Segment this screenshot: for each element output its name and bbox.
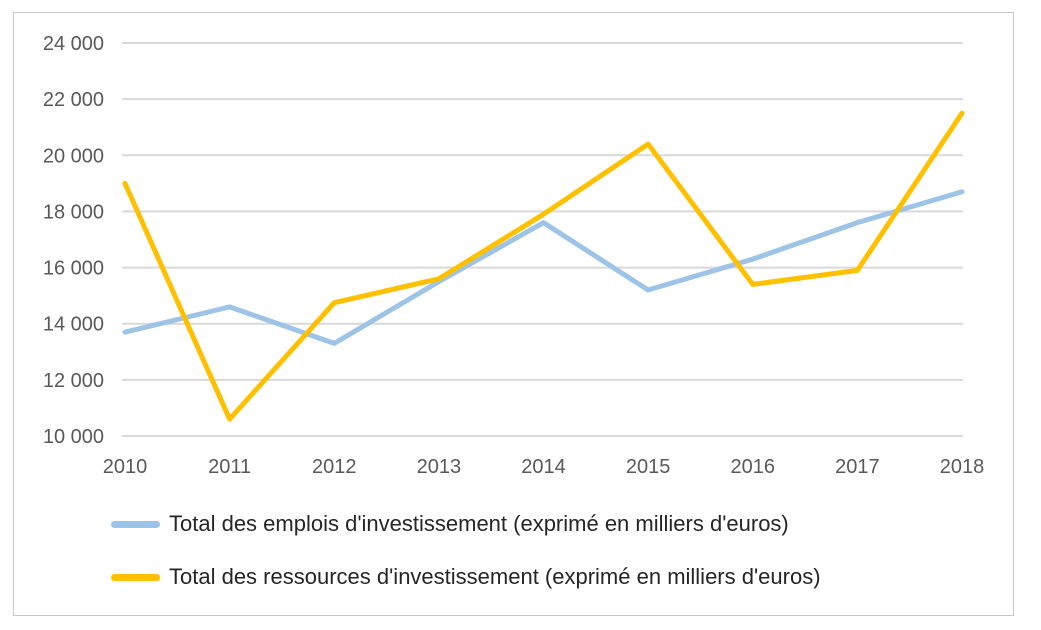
y-tick-label: 22 000: [43, 89, 104, 111]
legend-swatch-emplois: [111, 520, 160, 528]
legend-label-emplois: Total des emplois d'investissement (expr…: [169, 511, 789, 536]
x-tick-label: 2011: [208, 456, 251, 478]
legend-swatch-ressources: [111, 573, 160, 581]
y-tick-label: 18 000: [43, 201, 104, 223]
x-tick-label: 2012: [312, 456, 357, 478]
chart-legend: Total des emplois d'investissement (expr…: [111, 511, 821, 590]
series-line-emplois: [122, 189, 965, 346]
x-tick-label: 2018: [940, 456, 985, 478]
y-tick-label: 20 000: [43, 145, 104, 167]
x-tick-label: 2017: [835, 456, 880, 478]
y-tick-label: 14 000: [43, 314, 104, 336]
y-tick-label: 10 000: [43, 426, 104, 448]
x-tick-label: 2010: [103, 456, 148, 478]
series-line-ressources: [122, 110, 965, 422]
y-tick-label: 12 000: [43, 370, 104, 392]
chart-border: [13, 12, 1014, 616]
x-tick-label: 2013: [417, 456, 462, 478]
legend-item-emplois: Total des emplois d'investissement (expr…: [111, 511, 821, 537]
y-tick-label: 16 000: [43, 258, 104, 280]
legend-label-ressources: Total des ressources d'investissement (e…: [169, 564, 821, 589]
x-tick-label: 2015: [626, 456, 671, 478]
y-tick-label: 24 000: [43, 33, 104, 55]
legend-item-ressources: Total des ressources d'investissement (e…: [111, 564, 821, 590]
x-tick-label: 2014: [521, 456, 566, 478]
x-tick-label: 2016: [731, 456, 776, 478]
